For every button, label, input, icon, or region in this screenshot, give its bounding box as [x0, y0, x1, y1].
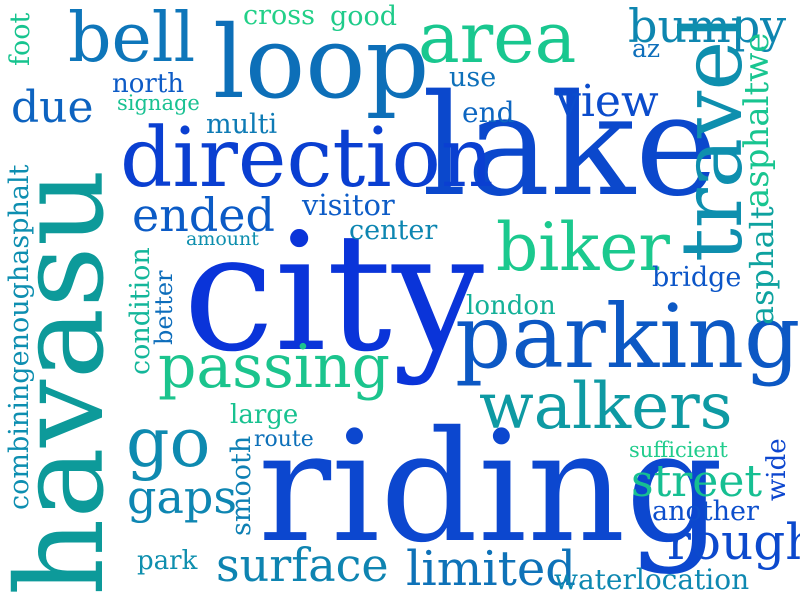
word-bridge: bridge: [652, 262, 742, 293]
word-ended: ended: [132, 188, 275, 242]
word-riding: riding: [258, 399, 724, 577]
word-north: north: [112, 69, 185, 99]
word-asphalt: asphalt: [743, 206, 781, 325]
word-rough: rough: [667, 513, 800, 571]
word-waterlocation: waterlocation: [554, 563, 750, 596]
word-combiningenoughasphalt: combiningenoughasphalt: [4, 164, 35, 511]
word-good: good: [330, 1, 398, 32]
word-direction: direction: [120, 111, 494, 206]
word-smooth: smooth: [226, 435, 257, 536]
word-large: large: [230, 400, 299, 430]
word-go: go: [126, 404, 211, 483]
word-visitor: visitor: [302, 188, 395, 222]
word-cross: cross: [243, 0, 315, 31]
word-az: az: [632, 34, 661, 63]
word-park: park: [137, 546, 198, 576]
word-signage: signage: [117, 91, 200, 115]
word-biker: biker: [496, 209, 670, 286]
word-amount: amount: [186, 228, 259, 250]
word-street: street: [631, 456, 763, 507]
word-parking: parking: [455, 285, 800, 388]
word-travel: area: [418, 0, 577, 79]
word-route: route: [254, 427, 314, 452]
word-bumpy: bumpy: [628, 0, 787, 53]
word-gaps: gaps: [127, 470, 237, 524]
word-due: due: [11, 82, 94, 133]
word-bell: bell: [68, 0, 196, 78]
word-wide: wide: [762, 438, 792, 501]
word-sufficient: sufficient: [629, 438, 728, 462]
word-condition: condition: [125, 247, 156, 375]
word-center: center: [349, 215, 438, 246]
word-asphaltwe: asphaltwe: [737, 32, 777, 208]
word-city: city: [183, 199, 485, 388]
word-london: london: [466, 291, 556, 321]
word-view: view: [556, 76, 659, 127]
word-passing: passing: [158, 332, 391, 402]
word-use: use: [449, 62, 497, 93]
word-multi: multi: [206, 109, 278, 140]
word-another: another: [652, 496, 759, 527]
word-surface: surface: [216, 538, 389, 592]
word-walkers: walkers: [479, 370, 733, 444]
word-lake: lake: [422, 65, 718, 228]
word-limited: limited: [406, 541, 576, 597]
word-end: end: [462, 96, 515, 129]
word-foot: foot: [5, 12, 36, 66]
word-loop: loop: [213, 4, 430, 121]
